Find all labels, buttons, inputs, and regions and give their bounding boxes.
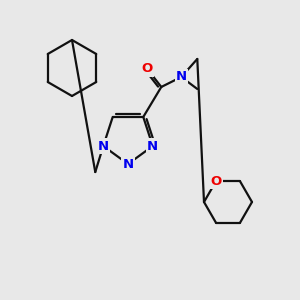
Text: N: N	[98, 140, 109, 152]
Text: N: N	[147, 140, 158, 152]
Text: N: N	[122, 158, 134, 170]
Text: N: N	[176, 70, 187, 83]
Text: O: O	[142, 62, 153, 76]
Text: O: O	[210, 175, 222, 188]
